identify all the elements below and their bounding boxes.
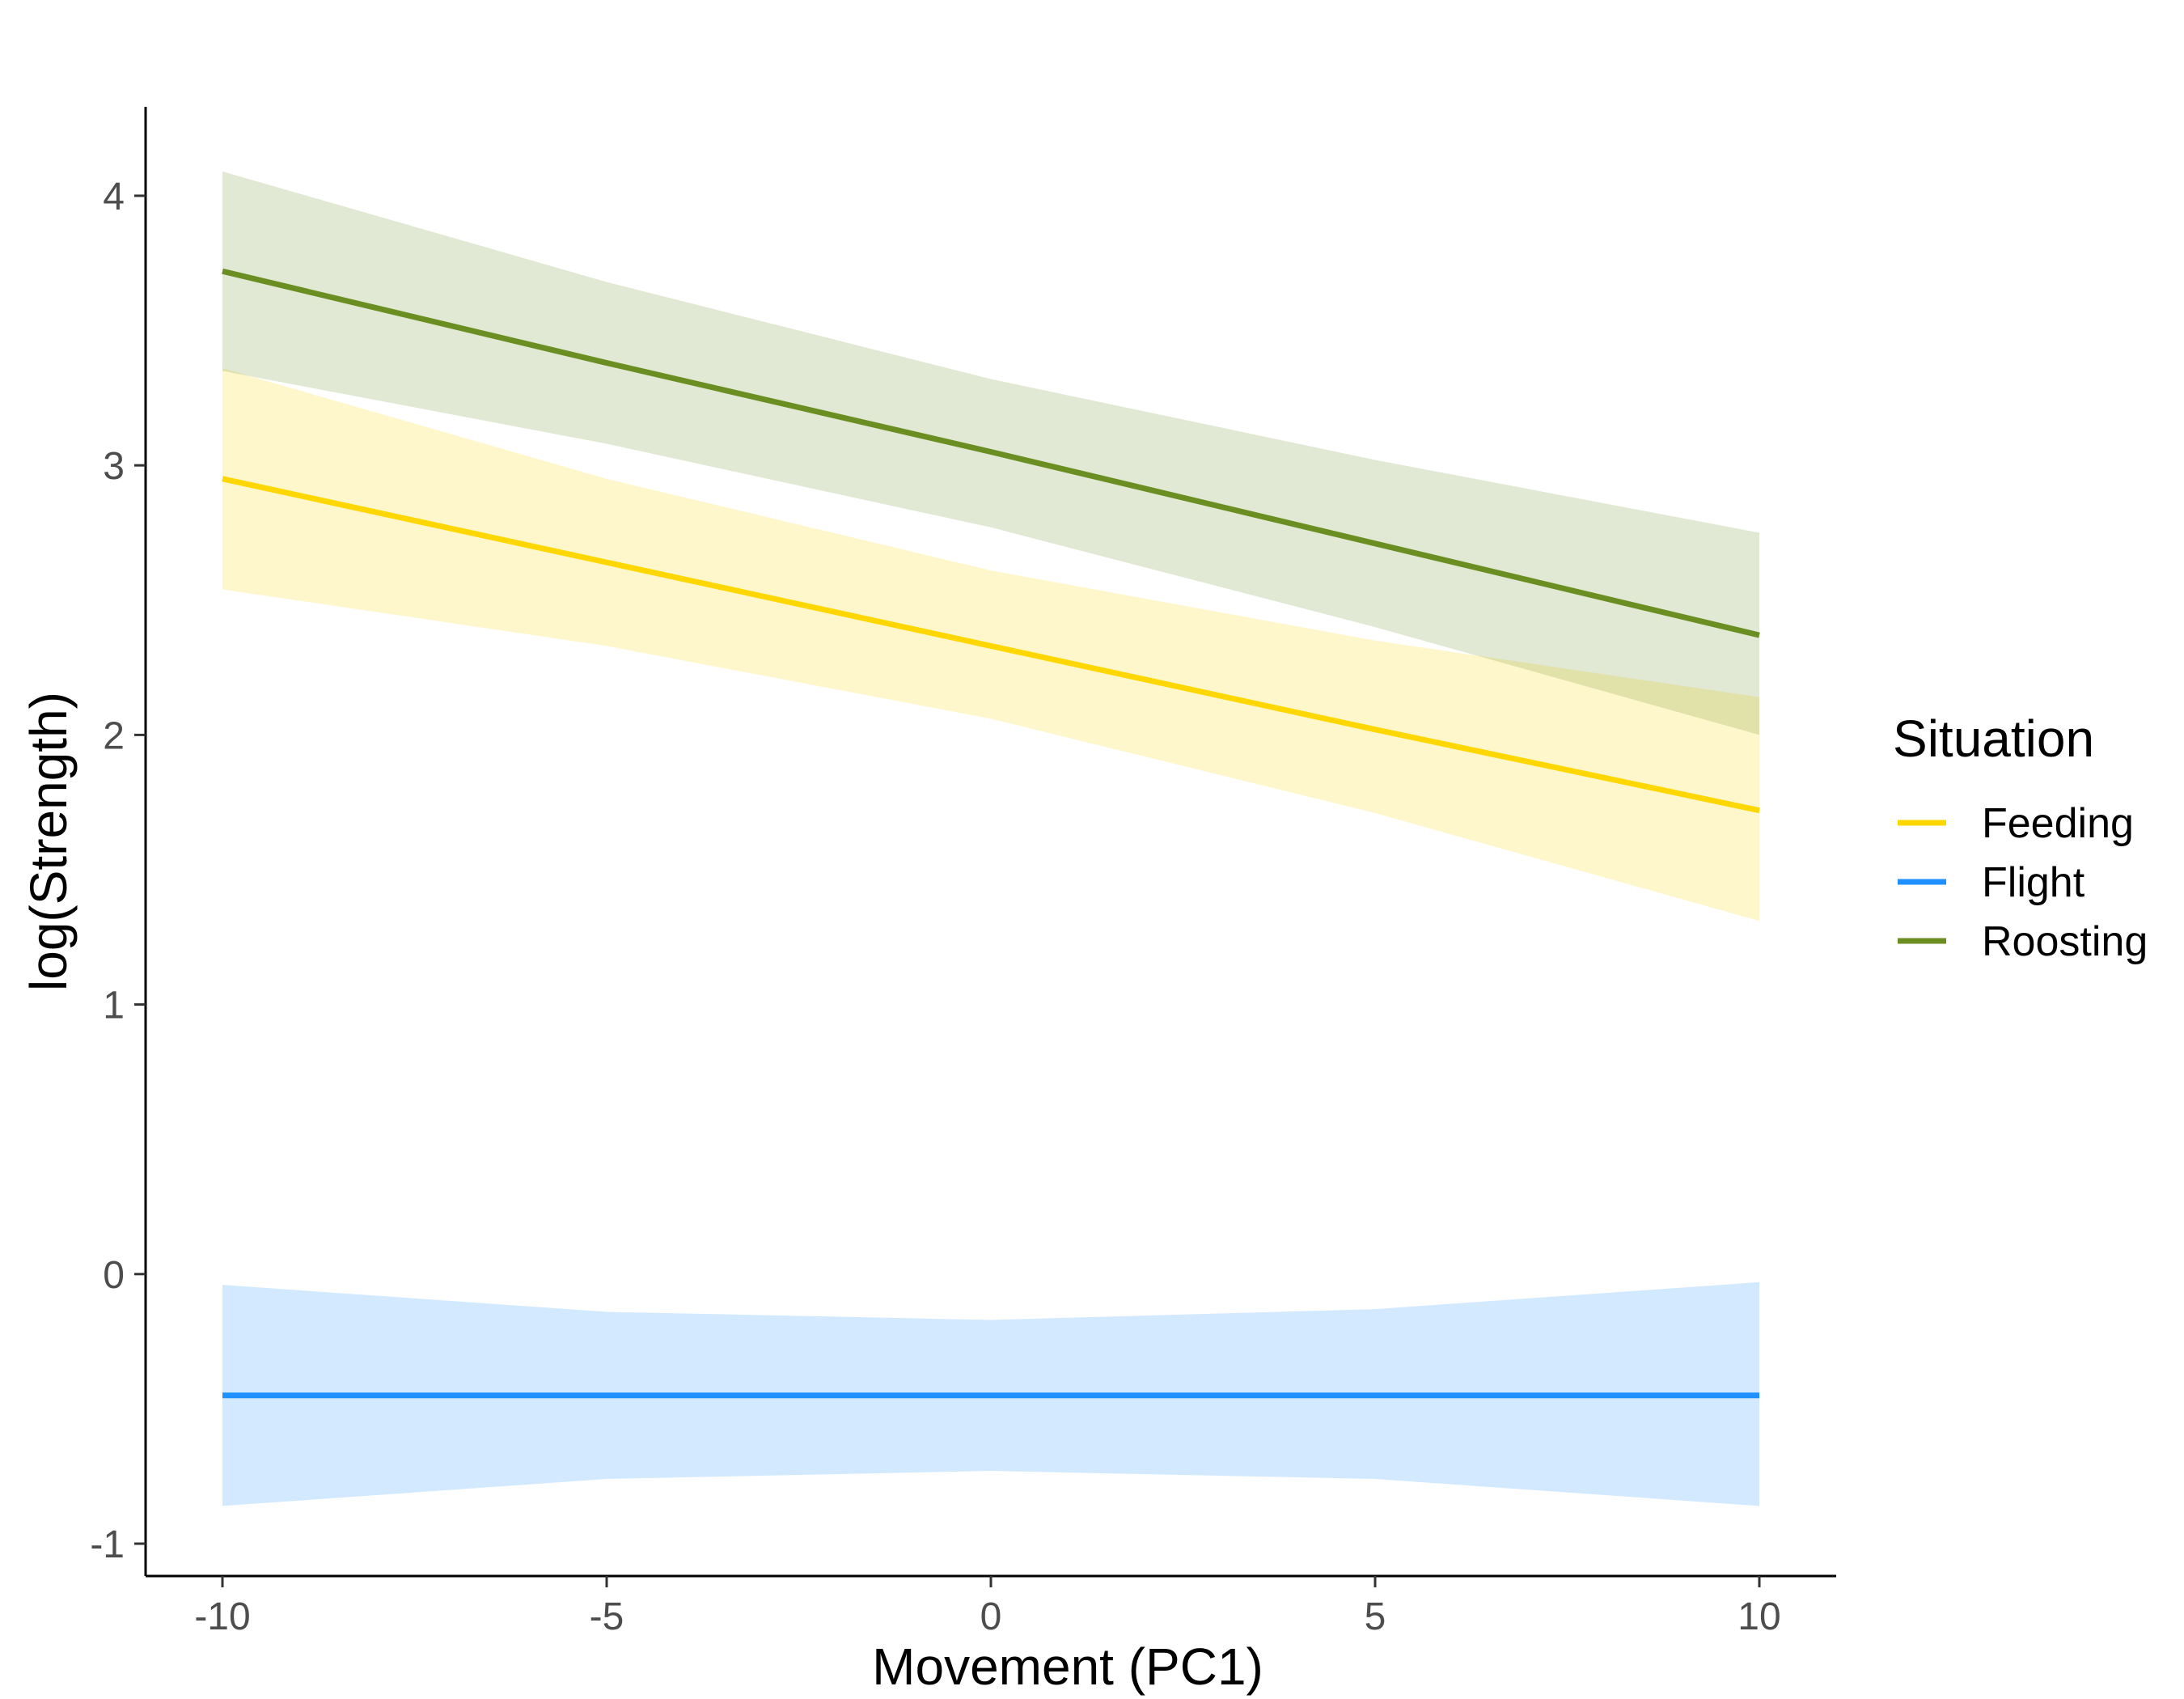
x-tick-label: 10 — [1737, 1595, 1780, 1638]
y-tick-label: 3 — [103, 445, 125, 488]
y-tick-label: 4 — [103, 176, 125, 218]
x-tick-label: 0 — [980, 1595, 1002, 1638]
x-tick-label: 5 — [1365, 1595, 1386, 1638]
y-tick-label: 1 — [103, 985, 125, 1027]
line-feeding — [222, 476, 1760, 814]
x-axis-title: Movement (PC1) — [872, 1638, 1263, 1696]
x-tick-label: -5 — [590, 1595, 624, 1638]
y-tick-label: 0 — [103, 1254, 125, 1297]
y-tick-label: -1 — [90, 1523, 125, 1566]
series-lines — [222, 268, 1760, 1399]
line-roosting — [222, 268, 1760, 638]
legend-label-feeding: Feeding — [1982, 800, 2134, 847]
x-tick-label: -10 — [194, 1595, 250, 1638]
x-axis-ticks: -10 -5 0 5 10 — [194, 1576, 1781, 1638]
legend-label-flight: Flight — [1982, 859, 2085, 906]
y-axis-title: log(Strength) — [19, 692, 78, 991]
confidence-bands — [222, 171, 1759, 1506]
legend-items: Feeding Flight Roosting — [1898, 800, 2148, 965]
y-axis-ticks: -1 0 1 2 3 4 — [90, 176, 146, 1566]
legend-label-roosting: Roosting — [1982, 918, 2148, 965]
y-tick-label: 2 — [103, 714, 125, 757]
legend-title: Situation — [1893, 710, 2094, 768]
legend: Situation Feeding Flight Roosting — [1893, 710, 2148, 965]
